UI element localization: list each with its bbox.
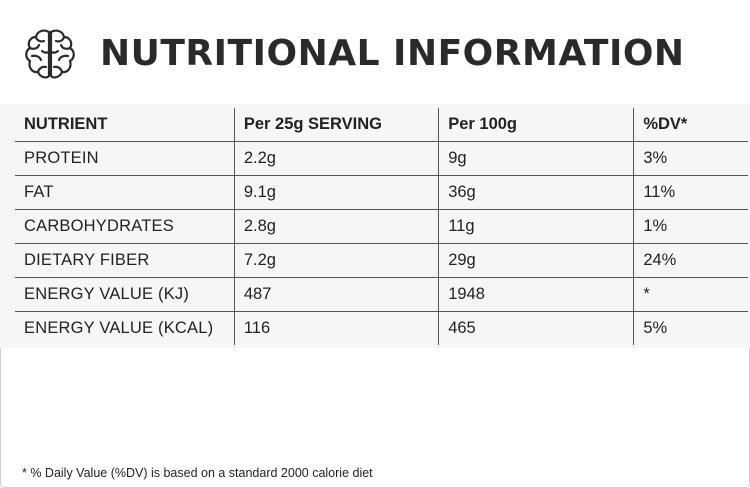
table-row: DIETARY FIBER 7.2g 29g 24%	[15, 243, 748, 278]
nutrient-name: ENERGY VALUE (KCAL)	[15, 311, 235, 345]
column-header-per-100g: Per 100g	[438, 108, 635, 142]
nutrient-name: CARBOHYDRATES	[15, 209, 235, 244]
per-serving-value: 2.2g	[234, 141, 440, 176]
nutrient-name: PROTEIN	[15, 141, 235, 176]
footnote: * % Daily Value (%DV) is based on a stan…	[22, 466, 373, 480]
per-serving-value: 116	[234, 311, 440, 345]
per-100g-value: 9g	[438, 141, 635, 176]
table-panel: NUTRIENT Per 25g SERVING Per 100g %DV* P…	[0, 104, 750, 348]
column-header-dv: %DV*	[633, 108, 748, 142]
dv-value: 5%	[643, 319, 668, 337]
nutrient-name: ENERGY VALUE (KJ)	[15, 277, 235, 312]
per-100g-value: 11g	[438, 209, 635, 244]
nutrition-table: NUTRIENT Per 25g SERVING Per 100g %DV* P…	[15, 108, 748, 345]
nutrient-name: DIETARY FIBER	[15, 243, 235, 278]
per-serving-value: 7.2g	[234, 243, 440, 278]
per-serving-value: 9.1g	[234, 175, 440, 210]
per-100g-value: 1948	[438, 277, 635, 312]
header: NUTRITIONAL INFORMATION	[0, 0, 750, 104]
per-serving-value: 2.8g	[234, 209, 440, 244]
table-row: ENERGY VALUE (KCAL) 116 465 5%	[15, 311, 748, 345]
dv-value: 1%	[633, 209, 748, 244]
table-row: PROTEIN 2.2g 9g 3%	[15, 141, 748, 176]
dv-value: 11%	[633, 175, 748, 210]
per-100g-value: 465	[438, 311, 635, 345]
table-header-row: NUTRIENT Per 25g SERVING Per 100g %DV*	[15, 108, 748, 142]
dv-value: 3%	[633, 141, 748, 176]
per-100g-value: 36g	[438, 175, 635, 210]
table-row: CARBOHYDRATES 2.8g 11g 1%	[15, 209, 748, 244]
column-header-nutrient: NUTRIENT	[15, 108, 235, 142]
dv-value: *	[633, 277, 748, 312]
per-serving-value: 487	[234, 277, 440, 312]
nutrient-name: FAT	[15, 175, 235, 210]
table-row: ENERGY VALUE (KJ) 487 1948 *	[15, 277, 748, 312]
per-100g-value: 29g	[438, 243, 635, 278]
page-title: NUTRITIONAL INFORMATION	[100, 33, 685, 74]
dv-value: 24%	[633, 243, 748, 278]
column-header-per-serving: Per 25g SERVING	[234, 108, 440, 142]
table-row: FAT 9.1g 36g 11%	[15, 175, 748, 210]
brain-icon	[25, 29, 75, 79]
